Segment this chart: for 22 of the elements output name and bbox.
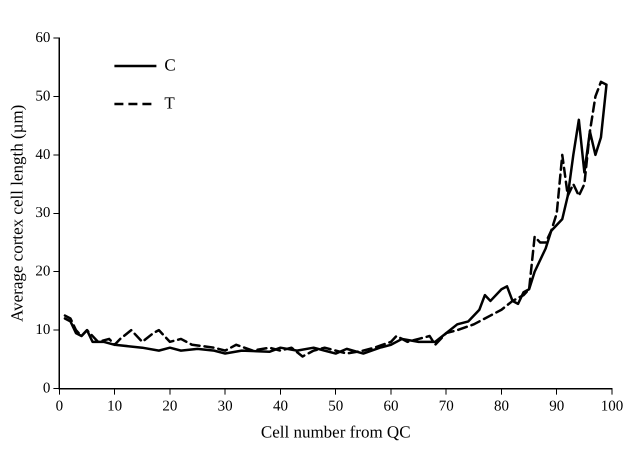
x-tick-label: 100 xyxy=(600,398,624,415)
x-tick-label: 10 xyxy=(107,398,122,415)
legend-label: C xyxy=(164,55,176,74)
x-tick-label: 50 xyxy=(328,398,344,415)
y-tick-label: 20 xyxy=(35,264,50,280)
x-tick-label: 60 xyxy=(383,398,398,415)
x-tick-label: 90 xyxy=(549,398,564,415)
x-tick-label: 40 xyxy=(272,398,288,415)
y-axis-title: Average cortex cell length (µm) xyxy=(8,104,27,322)
y-tick-label: 30 xyxy=(35,205,50,222)
legend-label: T xyxy=(164,93,176,112)
x-axis-title: Cell number from QC xyxy=(260,422,411,442)
y-tick-label: 0 xyxy=(42,380,50,397)
x-tick-label: 0 xyxy=(56,398,64,415)
y-tick-label: 10 xyxy=(35,322,50,338)
x-tick-label: 70 xyxy=(438,398,454,415)
x-tick-label: 30 xyxy=(218,398,233,415)
y-tick-label: 40 xyxy=(35,146,50,163)
y-tick-label: 50 xyxy=(35,88,50,104)
y-tick-label: 60 xyxy=(35,30,50,46)
x-tick-label: 20 xyxy=(162,398,178,415)
x-tick-label: 80 xyxy=(494,398,509,415)
